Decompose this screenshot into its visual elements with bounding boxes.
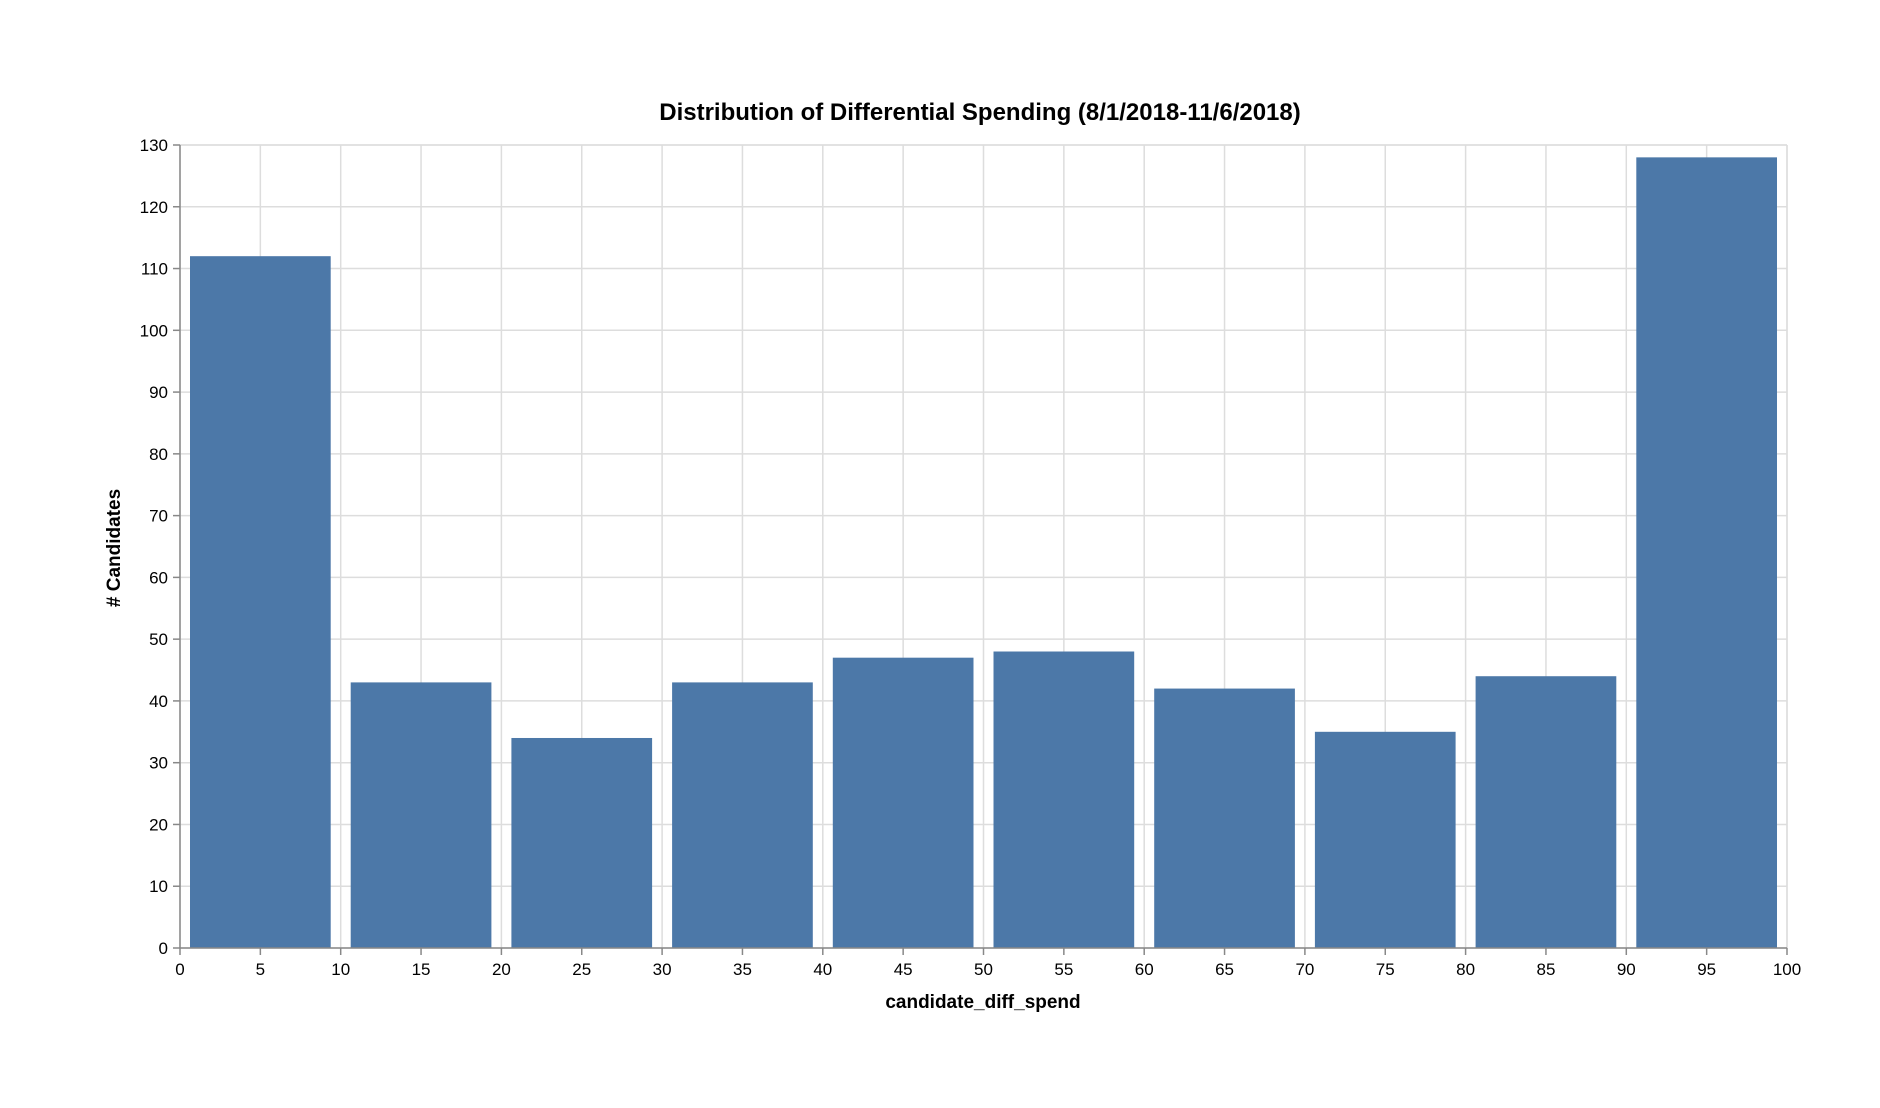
y-tick-label: 90 <box>149 383 168 402</box>
y-tick-label: 30 <box>149 754 168 773</box>
x-tick-label: 40 <box>813 960 832 979</box>
x-tick-label: 85 <box>1536 960 1555 979</box>
x-axis-title: candidate_diff_spend <box>885 992 1080 1013</box>
y-tick-label: 130 <box>140 136 168 155</box>
bar-50-60 <box>993 651 1135 948</box>
bar-20-30 <box>511 737 653 948</box>
bar-40-50 <box>832 657 974 948</box>
x-tick-label: 70 <box>1295 960 1314 979</box>
x-tick-label: 100 <box>1773 960 1801 979</box>
y-tick-label: 0 <box>159 939 168 958</box>
x-tick-label: 15 <box>412 960 431 979</box>
x-tick-label: 75 <box>1376 960 1395 979</box>
x-tick-label: 30 <box>653 960 672 979</box>
y-tick-label: 80 <box>149 445 168 464</box>
y-tick-label: 100 <box>140 321 168 340</box>
x-tick-label: 45 <box>894 960 913 979</box>
y-tick-label: 70 <box>149 507 168 526</box>
axes: 0 5 10 15 20 25 30 35 40 45 50 55 60 65 70 75 80 85 90 95 10… <box>140 136 1802 979</box>
bar-10-20 <box>350 682 492 948</box>
x-tick-label: 60 <box>1135 960 1154 979</box>
x-tick-label: 95 <box>1697 960 1716 979</box>
x-tick-label: 10 <box>331 960 350 979</box>
x-tick-label: 25 <box>572 960 591 979</box>
y-tick-label: 120 <box>140 198 168 217</box>
x-tick-label: 55 <box>1054 960 1073 979</box>
chart-title: Distribution of Differential Spending (8… <box>659 99 1301 126</box>
x-tick-label: 35 <box>733 960 752 979</box>
x-tick-label: 50 <box>974 960 993 979</box>
y-tick-label: 10 <box>149 877 168 896</box>
y-tick-label: 110 <box>141 260 168 279</box>
x-tick-label: 90 <box>1617 960 1636 979</box>
y-tick-label: 50 <box>149 630 168 649</box>
bar-80-90 <box>1475 676 1617 948</box>
y-tick-label: 40 <box>149 692 168 711</box>
x-tick-label: 5 <box>256 960 265 979</box>
x-tick-label: 65 <box>1215 960 1234 979</box>
y-tick-label: 20 <box>149 815 168 834</box>
y-axis-title: # Candidates <box>104 489 125 607</box>
x-tick-label: 0 <box>175 960 184 979</box>
x-tick-label: 20 <box>492 960 511 979</box>
bar-90-100 <box>1636 157 1777 948</box>
bar-60-70 <box>1154 688 1295 948</box>
bar-70-80 <box>1314 731 1456 948</box>
x-tick-label: 80 <box>1456 960 1475 979</box>
y-tick-label: 60 <box>149 568 168 587</box>
bar-0-10 <box>190 256 331 949</box>
bar-30-40 <box>672 682 813 948</box>
bars <box>190 157 1777 949</box>
